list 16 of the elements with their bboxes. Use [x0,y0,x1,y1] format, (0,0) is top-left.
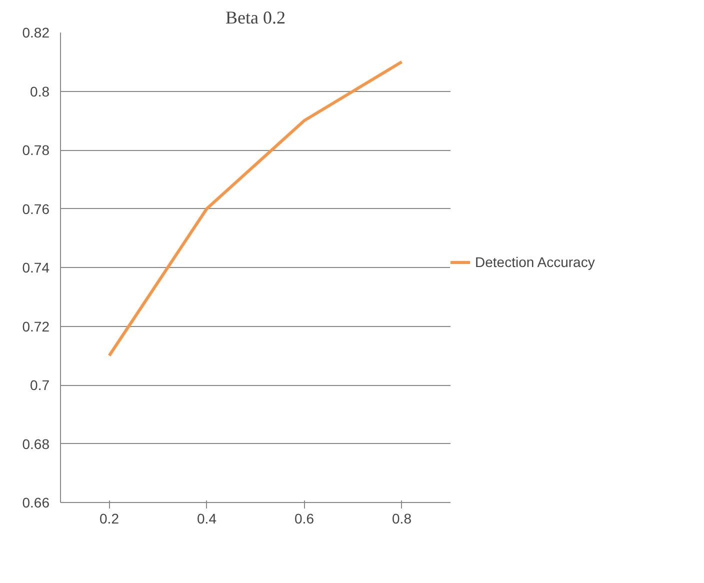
y-tick-label: 0.66 [22,494,50,510]
line-series [108,60,404,358]
y-tick-label: 0.8 [30,83,50,100]
y-tick-label: 0.68 [22,436,50,452]
legend-label: Detection Accuracy [475,254,595,270]
y-tick-label: 0.74 [22,260,50,276]
y-tick-label: 0.72 [22,318,50,334]
x-tick-label: 0.8 [392,510,412,526]
y-tick-label: 0.78 [22,142,50,158]
x-tick-label: 0.6 [294,510,314,526]
y-tick-label: 0.82 [22,24,50,40]
y-tick-label: 0.7 [30,377,50,393]
y-tick-label: 0.76 [22,200,50,217]
chart-title: Beta 0.2 [226,8,286,28]
x-tick-label: 0.4 [197,510,217,526]
x-tick-label: 0.2 [100,510,120,526]
